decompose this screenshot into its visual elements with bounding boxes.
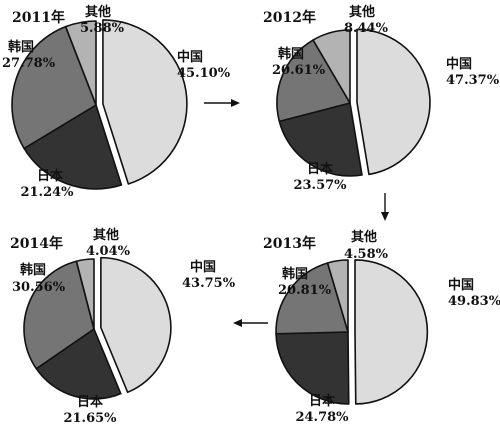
pie-2013-label-korea: 韩国 [282,266,308,282]
pie-2014-slice-korea [23,260,95,370]
pie-2012-slice-korea [276,39,351,123]
pie-2011-slice-japan [23,104,123,190]
pie-2013-label-other: 其他 [351,229,377,245]
pie-2012-title: 2012年 [263,9,316,26]
pie-2014-title: 2014年 [10,235,63,252]
pie-2012-label-korea: 韩国 [278,46,304,62]
pie-chart-2011: 2011年 其他 5.88% 韩国 27.78% 中国 45.10% 日本 21… [2,4,231,200]
pie-2014-label-other: 其他 [93,227,119,243]
pie-2014-label-china: 中国 [190,259,216,275]
pie-2012-pct-korea: 20.61% [272,63,326,78]
pie-2012-pct-china: 47.37% [446,73,500,88]
pie-2013-pct-china: 49.83% [448,294,500,309]
pie-2011-pct-other: 5.88% [80,21,125,36]
arrow-down-2012-to-2013 [381,193,389,221]
pie-2014-pct-korea: 30.56% [12,280,66,295]
pie-2012-slice-other [312,29,351,104]
pie-2012-label-china: 中国 [446,56,472,72]
pie-2014-pct-china: 43.75% [182,276,236,291]
pie-2012-label-japan: 日本 [307,161,333,177]
pie-2012-slice-china [356,28,431,176]
pie-2014-pct-japan: 21.65% [63,411,117,426]
pie-2013-slice-china [354,259,429,405]
pie-2011-pct-china: 45.10% [177,66,231,81]
pie-2013-pct-japan: 24.78% [295,410,349,425]
pie-2013-label-china: 中国 [448,277,474,293]
pie-2011-label-china: 中国 [177,49,203,65]
pie-2014-slice-china [100,256,172,394]
pie-2012-pct-japan: 23.57% [293,178,347,193]
pie-2014-slice-other [75,258,95,330]
pie-2013-slice-other [326,259,349,333]
pie-2011-slice-korea [11,25,97,150]
pie-2014-label-korea: 韩国 [20,262,46,278]
pie-2014-label-japan: 日本 [77,394,103,410]
pie-2013-pct-korea: 20.81% [278,283,332,298]
pie-2014-pct-other: 4.04% [86,244,131,259]
pie-2013-slice-japan [275,331,350,405]
pie-2011-pct-korea: 27.78% [2,56,56,71]
pie-2012-slice-japan [278,102,363,177]
pie-2011-label-japan: 日本 [37,168,63,184]
pie-2014-slice-japan [35,328,122,400]
arrow-left-2013-to-2014 [233,319,268,327]
pie-2011-slices [11,19,188,190]
pie-2013-slice-korea [275,262,349,335]
pie-2013-pct-other: 4.58% [344,247,389,262]
pie-2012-label-other: 其他 [349,4,375,20]
pie-2011-title: 2011年 [12,9,65,26]
pie-2014-slices [23,256,172,400]
pie-2012-slices [276,28,431,177]
pie-chart-2013: 2013年 其他 4.58% 韩国 20.81% 中国 49.83% 日本 24… [263,229,500,425]
pie-chart-2014: 2014年 其他 4.04% 韩国 30.56% 中国 43.75% 日本 21… [10,227,236,426]
pie-2013-title: 2013年 [263,235,316,252]
pie-2012-pct-other: 8.44% [344,21,389,36]
pie-chart-2012: 2012年 其他 8.44% 韩国 20.61% 中国 47.37% 日本 23… [263,4,500,193]
pie-2011-pct-japan: 21.24% [20,185,74,200]
arrow-right-2011-to-2012 [204,99,240,107]
pie-2013-label-japan: 日本 [309,393,335,409]
pie-2011-label-korea: 韩国 [8,39,34,55]
pie-2011-slice-china [102,19,188,185]
pie-2011-slice-other [64,20,97,106]
pie-2013-slices [275,259,429,405]
pie-2011-label-other: 其他 [85,4,111,20]
